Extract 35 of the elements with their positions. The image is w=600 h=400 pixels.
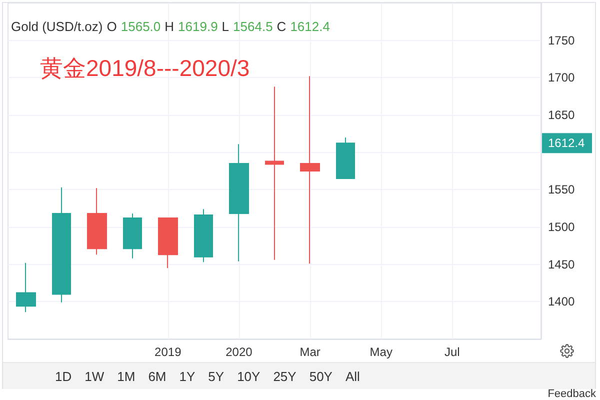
candlestick: [16, 262, 36, 313]
y-tick-label: 1550: [548, 182, 576, 197]
x-tick-label: May: [370, 345, 392, 359]
candlestick: [123, 213, 142, 259]
text: 黄金2019/8---2020/3: [40, 54, 250, 83]
x-tick-label: 2019: [154, 345, 182, 359]
text: 6M: [148, 369, 166, 384]
text: Feedback: [548, 388, 596, 400]
text: 10Y: [237, 369, 260, 384]
candlestick: [87, 188, 107, 256]
candlestick: [265, 86, 284, 260]
text: All: [345, 369, 360, 384]
y-tick-label: 1500: [548, 220, 576, 234]
candlestick: [194, 208, 213, 263]
y-tick-label: 1450: [548, 257, 576, 272]
y-tick-label: 1750: [548, 33, 576, 48]
y-tick-label: 1650: [548, 108, 576, 122]
annotation: O 1565.0 H 1619.9 L 1564.5 C 1612.4: [106, 19, 330, 34]
text: 1Y: [179, 369, 196, 384]
text: 50Y: [309, 369, 332, 384]
text: 1M: [117, 369, 136, 384]
candlestick: [158, 218, 178, 269]
text: 1612.4: [548, 136, 586, 150]
text: 1D: [55, 369, 72, 384]
x-tick-label: 2020: [226, 345, 253, 359]
text: 1W: [84, 369, 104, 384]
y-tick-label: 1400: [548, 294, 576, 309]
x-tick-label: Jul: [444, 345, 460, 359]
text: 25Y: [273, 369, 296, 384]
candlestick: [336, 136, 355, 180]
y-tick-label: 1700: [548, 70, 576, 85]
text: 5Y: [208, 369, 224, 384]
x-tick-label: Mar: [300, 345, 320, 359]
candlestick: [52, 186, 71, 303]
text: Gold (USD/t.oz): [11, 19, 103, 34]
